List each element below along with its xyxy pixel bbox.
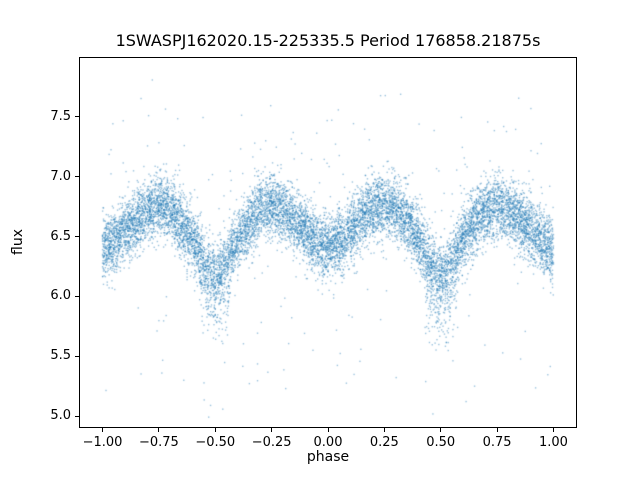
y-tick-mark [75, 355, 79, 357]
x-tick-mark [552, 428, 554, 432]
x-tick-label: 1.00 [538, 435, 568, 450]
x-tick-label: −0.50 [195, 435, 236, 450]
x-tick-mark [214, 428, 216, 432]
x-tick-mark [102, 428, 104, 432]
y-tick-label: 7.5 [50, 108, 71, 124]
y-tick-mark [75, 116, 79, 118]
y-tick-mark [75, 236, 79, 237]
y-axis-label: flux [10, 229, 26, 255]
y-tick-mark [75, 295, 79, 297]
y-tick-label: 5.0 [50, 408, 71, 424]
x-tick-mark [383, 428, 385, 432]
y-tick-label: 6.5 [50, 228, 71, 244]
x-tick-label: −1.00 [82, 435, 123, 450]
chart-title: 1SWASPJ162020.15-225335.5 Period 176858.… [115, 31, 541, 50]
y-tick-mark [75, 176, 79, 178]
y-tick-label: 5.5 [50, 348, 71, 364]
scatter-plot-canvas [79, 57, 577, 428]
x-tick-mark [271, 428, 273, 432]
x-tick-mark [496, 428, 498, 432]
x-tick-label: 0.25 [369, 435, 399, 450]
x-tick-label: −0.25 [251, 435, 292, 450]
y-tick-label: 7.0 [50, 168, 71, 184]
y-tick-label: 6.0 [50, 288, 71, 304]
x-axis-label: phase [306, 449, 350, 465]
x-tick-mark [327, 428, 329, 432]
y-tick-mark [75, 415, 79, 417]
x-tick-mark [440, 428, 442, 432]
x-tick-mark [158, 428, 160, 432]
x-tick-label: 0.50 [426, 435, 456, 450]
x-tick-label: 0.00 [313, 435, 343, 450]
x-tick-label: 0.75 [482, 435, 512, 450]
x-tick-label: −0.75 [138, 435, 179, 450]
